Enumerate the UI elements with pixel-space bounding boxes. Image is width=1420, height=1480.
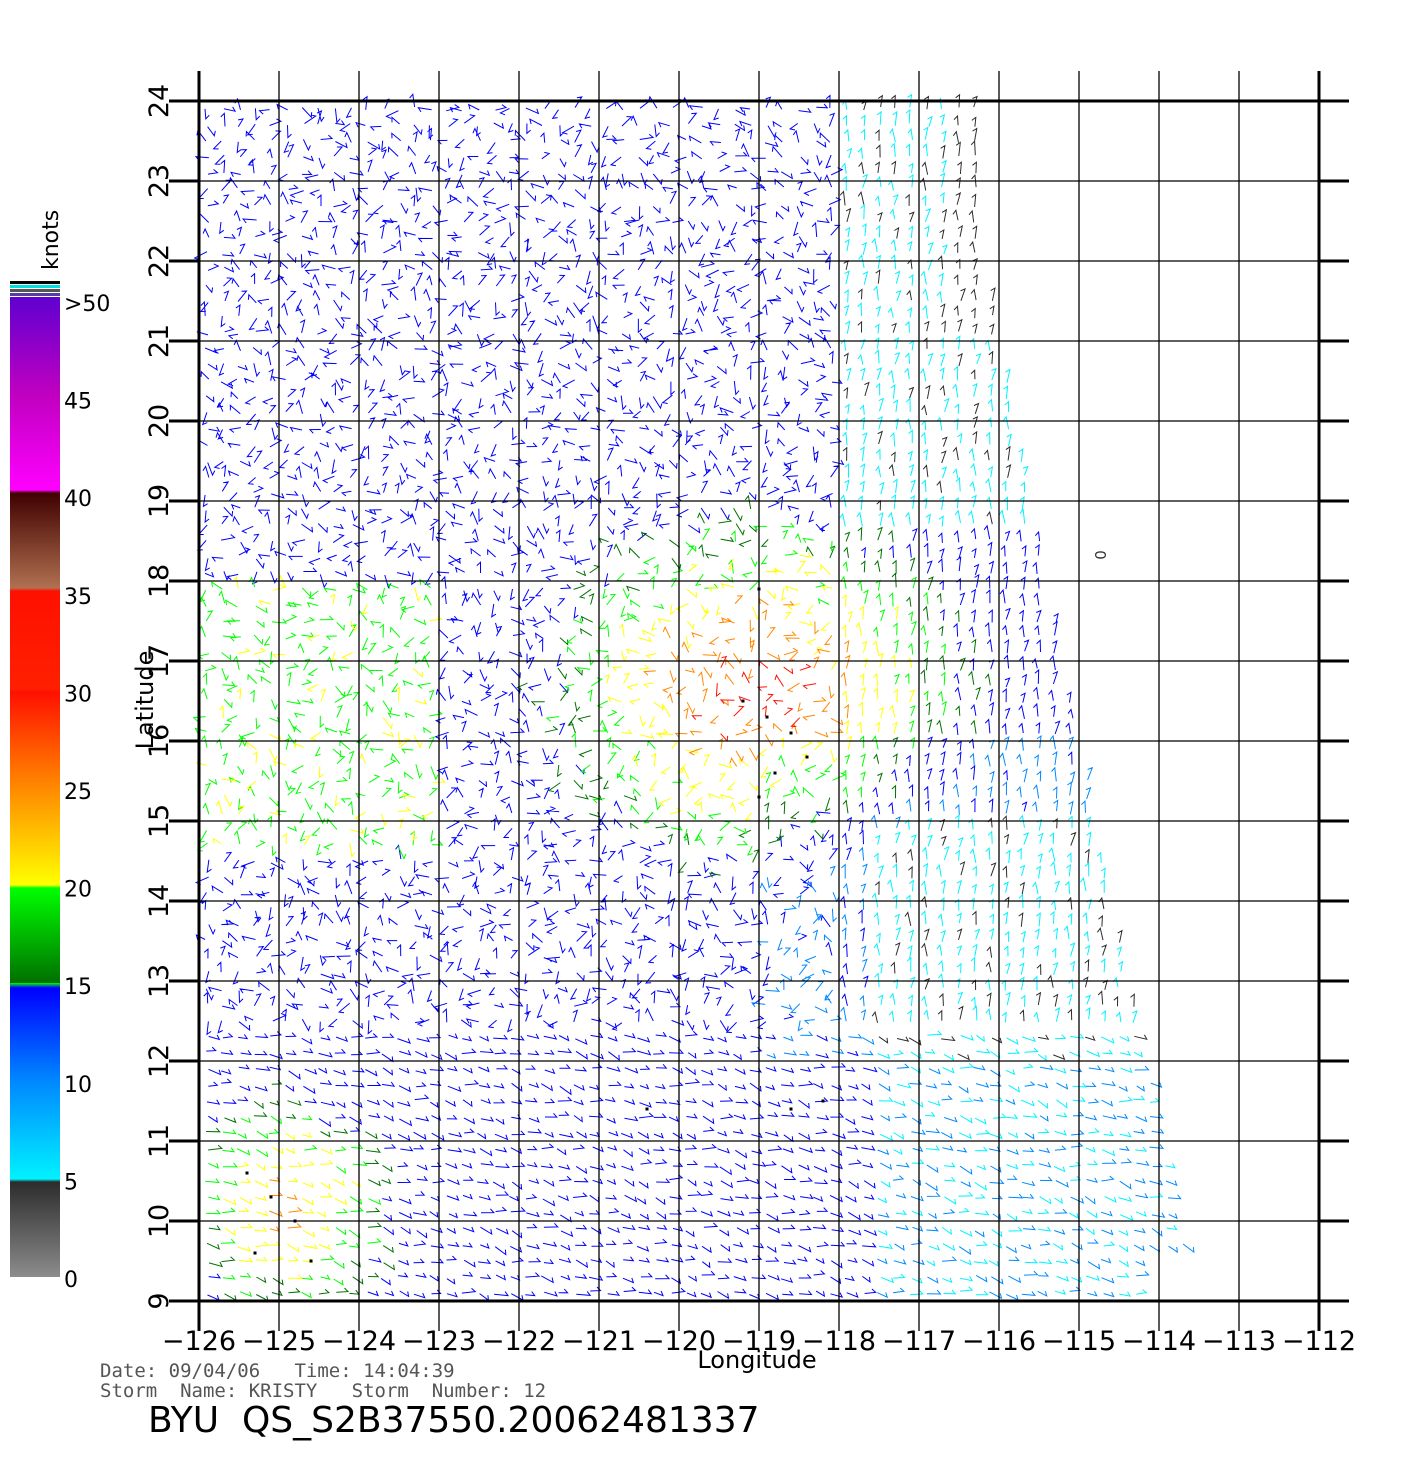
lat-tick-label: 12 <box>144 1044 175 1078</box>
colorbar-label: 20 <box>64 878 92 903</box>
colorbar-title: knots <box>39 210 64 270</box>
colorbar: knots >50 45 40 35 30 25 20 15 10 5 0 <box>10 210 110 1293</box>
rain-flag-dot <box>773 771 777 775</box>
colorbar-label: 40 <box>64 487 92 512</box>
rain-flag-dot <box>789 1107 793 1111</box>
colorbar-top-line-2 <box>10 285 60 288</box>
colorbar-label: >50 <box>64 292 110 317</box>
colorbar-label: 45 <box>64 390 92 415</box>
colorbar-top-line-3 <box>10 289 60 292</box>
colorbar-label: 15 <box>64 975 92 1000</box>
wind-vectors <box>192 93 1195 1302</box>
rain-flag-dot <box>805 755 809 759</box>
lat-tick-label: 9 <box>144 1292 175 1309</box>
rain-flag-dot <box>309 1259 313 1263</box>
longitude-tick-labels: −126 −125 −124 −123 −122 −121 −120 −119 −118 −117… <box>162 1326 1356 1357</box>
wind-vector-group <box>751 734 1195 1301</box>
wind-vector-group <box>691 655 817 743</box>
lon-tick-label: −125 <box>242 1326 316 1357</box>
lat-tick-label: 16 <box>144 724 175 758</box>
lat-tick-label: 13 <box>144 964 175 998</box>
lat-tick-label: 24 <box>144 84 175 118</box>
lon-tick-label: −126 <box>162 1326 236 1357</box>
rain-flag-dot <box>269 1195 273 1199</box>
wind-vector-group <box>205 494 991 1302</box>
colorbar-label: 30 <box>64 682 92 707</box>
rain-flag-dot <box>741 699 745 703</box>
lon-tick-label: −123 <box>402 1326 476 1357</box>
lat-tick-label: 10 <box>144 1204 175 1238</box>
storm-line: Storm Name: KRISTY Storm Number: 12 <box>100 1380 546 1402</box>
colorbar-labels: >50 45 40 35 30 25 20 15 10 5 0 <box>64 292 110 1293</box>
map-frame <box>197 99 1321 1303</box>
rain-flag-dot <box>789 731 793 735</box>
lat-tick-label: 15 <box>144 804 175 838</box>
lon-tick-label: −118 <box>802 1326 876 1357</box>
lat-tick-label: 17 <box>144 644 175 678</box>
wind-vector-group <box>192 522 947 1299</box>
colorbar-label: 5 <box>64 1170 78 1195</box>
colorbar-top-line-1 <box>10 281 60 284</box>
rain-flag-dot <box>821 1099 825 1103</box>
colorbar-top-line-4 <box>10 293 60 296</box>
wind-vector-group <box>269 595 851 1232</box>
wind-vector-group <box>195 552 916 1280</box>
lat-tick-label: 19 <box>144 484 175 518</box>
lat-tick-label: 11 <box>144 1124 175 1158</box>
lat-tick-label: 21 <box>144 324 175 358</box>
rain-flag-dot <box>245 1171 249 1175</box>
lon-tick-label: −116 <box>962 1326 1036 1357</box>
lon-tick-label: −112 <box>1282 1326 1356 1357</box>
wind-vector-group <box>839 93 1178 1297</box>
wind-vector-group <box>839 93 1148 1061</box>
colorbar-label: 25 <box>64 780 92 805</box>
lat-tick-label: 18 <box>144 564 175 598</box>
colorbar-label: 35 <box>64 585 92 610</box>
colorbar-label: 0 <box>64 1268 78 1293</box>
colorbar-label: 10 <box>64 1073 92 1098</box>
y-axis-label: Latitude <box>131 651 159 750</box>
lat-tick-label: 23 <box>144 164 175 198</box>
lon-tick-label: −117 <box>882 1326 956 1357</box>
file-title: BYU QS_S2B37550.20062481337 <box>148 1400 760 1441</box>
rain-flag-dot <box>253 1251 257 1255</box>
date-time-line: Date: 09/04/06 Time: 14:04:39 <box>100 1360 455 1382</box>
lon-tick-label: −121 <box>562 1326 636 1357</box>
x-axis-label: Longitude <box>697 1346 816 1374</box>
lon-tick-label: −115 <box>1042 1326 1116 1357</box>
rain-flag-dot <box>645 1107 649 1111</box>
lon-tick-label: −114 <box>1122 1326 1196 1357</box>
lon-tick-label: −113 <box>1202 1326 1276 1357</box>
lat-tick-label: 14 <box>144 884 175 918</box>
map-grid <box>169 71 1349 1331</box>
latitude-tick-labels: 9 10 11 12 13 14 15 16 17 18 19 20 21 22 23 24 <box>144 84 175 1310</box>
map-marker-label: 0 <box>1092 550 1110 560</box>
lon-tick-label: −124 <box>322 1326 396 1357</box>
lat-tick-label: 22 <box>144 244 175 278</box>
colorbar-gradient <box>10 297 60 1277</box>
rain-flag-dot <box>765 715 769 719</box>
lat-tick-label: 20 <box>144 404 175 438</box>
lon-tick-label: −119 <box>722 1326 796 1357</box>
lon-tick-label: −120 <box>642 1326 716 1357</box>
lon-tick-label: −122 <box>482 1326 556 1357</box>
